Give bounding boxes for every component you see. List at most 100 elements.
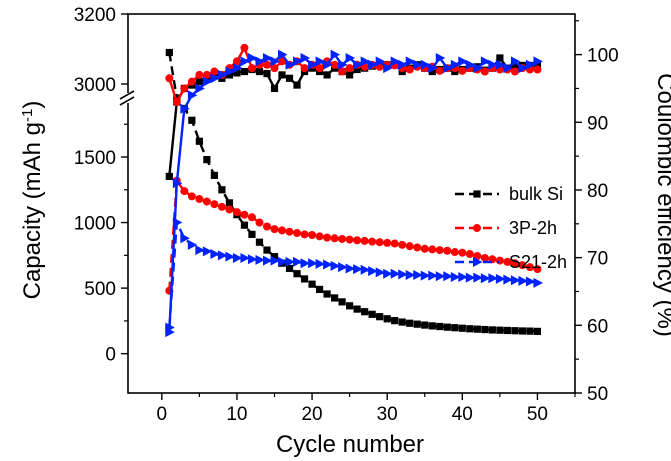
data-point (526, 327, 534, 335)
y2-tick-label: 60 (587, 316, 608, 337)
data-point (195, 70, 204, 79)
data-point (420, 270, 431, 281)
data-point (195, 78, 203, 86)
data-point (533, 65, 542, 74)
data-point (510, 259, 519, 268)
legend-swatch-marker (473, 257, 483, 267)
data-point (180, 84, 189, 93)
data-point (255, 67, 264, 76)
data-point (225, 251, 235, 262)
data-point (247, 254, 258, 265)
data-point (210, 200, 219, 209)
data-point (360, 264, 371, 275)
data-point (383, 315, 391, 323)
data-point (338, 234, 347, 243)
data-point (405, 270, 416, 280)
y-tick-label: 0 (105, 345, 116, 366)
data-point (503, 63, 513, 74)
data-point (255, 218, 264, 227)
data-point (473, 325, 481, 333)
data-point (428, 322, 436, 330)
data-point (293, 270, 301, 278)
data-point (525, 59, 536, 70)
data-point (360, 56, 371, 67)
data-point (353, 264, 363, 275)
data-point (300, 258, 311, 269)
data-point (435, 66, 444, 75)
data-point (533, 56, 543, 67)
data-point (466, 325, 474, 333)
data-point (308, 280, 316, 288)
data-point (278, 71, 286, 79)
plot-frame (119, 13, 576, 394)
data-point (458, 324, 466, 332)
data-point (232, 252, 243, 263)
data-point (496, 326, 504, 334)
data-point (495, 273, 506, 284)
data-point (510, 67, 519, 76)
legend-label: bulk Si (509, 184, 563, 204)
data-point (255, 56, 265, 67)
data-point (345, 263, 356, 274)
y-axis-capacity: 0 500 1000 1500 3000 3200 (74, 5, 128, 366)
data-point (293, 56, 303, 67)
data-point (187, 90, 198, 101)
y-axis-title-close: ) (19, 101, 46, 109)
data-point (165, 48, 173, 57)
data-point (503, 274, 513, 285)
data-point (285, 59, 296, 70)
y2-tick-label: 90 (587, 113, 608, 134)
data-point (270, 255, 280, 266)
data-point (270, 253, 279, 261)
data-point (428, 245, 437, 254)
data-point (413, 270, 423, 280)
data-point (383, 63, 393, 74)
data-point (398, 269, 408, 280)
data-point (533, 61, 542, 70)
data-point (270, 84, 279, 93)
data-point (247, 64, 256, 73)
data-point (262, 52, 273, 63)
data-point (458, 271, 468, 282)
data-point (323, 71, 331, 79)
data-point (330, 294, 339, 302)
data-point (262, 60, 271, 69)
data-point (315, 285, 324, 294)
data-point (428, 67, 436, 76)
y2-tick-label: 70 (587, 249, 608, 270)
data-point (481, 325, 489, 334)
data-point (232, 208, 241, 217)
data-point (450, 59, 461, 70)
data-point (270, 225, 279, 234)
data-point (293, 229, 302, 238)
data-point (495, 59, 506, 70)
y2-axis-title: Coulombic efficiency (%) (652, 73, 671, 337)
data-point (420, 244, 429, 253)
data-point (353, 65, 361, 74)
data-point (315, 64, 324, 73)
data-point (488, 326, 496, 334)
data-point (203, 156, 211, 164)
data-point (308, 231, 317, 240)
data-point (285, 227, 294, 236)
x-tick-label: 0 (157, 404, 168, 425)
data-point (202, 70, 211, 79)
data-point (263, 69, 271, 78)
legend: bulk Si 3P-2h S21-2h (455, 184, 567, 272)
data-point (240, 210, 249, 219)
data-point (375, 267, 386, 278)
data-point (180, 187, 189, 196)
y-tick-label: 1500 (74, 148, 116, 169)
data-point (525, 276, 536, 287)
data-point (398, 240, 407, 249)
data-point (180, 233, 190, 244)
legend-item: bulk Si (455, 184, 563, 204)
data-point (338, 67, 347, 76)
data-point (285, 74, 294, 82)
legend-item: 3P-2h (455, 218, 557, 238)
data-point (458, 248, 467, 257)
data-point (480, 56, 491, 67)
data-point (195, 194, 204, 203)
data-point (443, 271, 453, 282)
legend-item: S21-2h (455, 252, 567, 272)
